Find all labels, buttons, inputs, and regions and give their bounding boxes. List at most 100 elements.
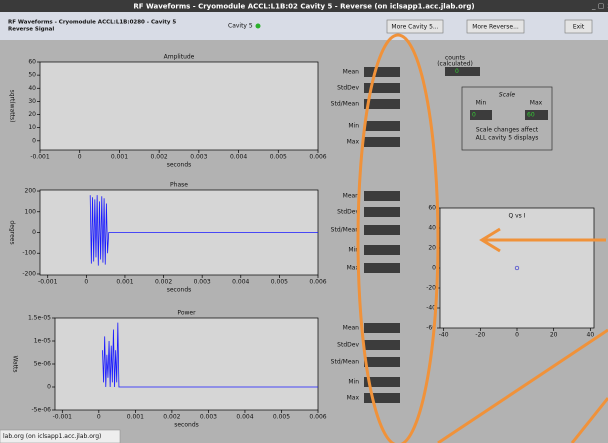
stat-box [364, 207, 400, 217]
y-tick-label: 30 [28, 98, 36, 105]
header-title: RF Waveforms - Cryomodule ACCL:L1B:0280 … [8, 20, 176, 26]
y-tick-label: 40 [428, 225, 436, 232]
counts-label: (calculated) [437, 61, 473, 68]
y-tick-label: 1.5e-05 [28, 315, 51, 322]
x-tick-label: 0.006 [309, 414, 326, 421]
window-controls[interactable]: _ ▢ × [591, 2, 608, 10]
cavity-label: Cavity 5 [228, 23, 253, 30]
x-tick-label: -0.001 [30, 154, 50, 161]
stat-box [364, 393, 400, 403]
scale-note: Scale changes affect [476, 127, 539, 134]
x-tick-label: 40 [587, 332, 595, 339]
stat-box [364, 121, 400, 131]
y-tick-label: -200 [22, 270, 36, 277]
x-tick-label: 0.001 [111, 154, 128, 161]
y-tick-label: 200 [25, 188, 37, 195]
x-tick-label: 0.004 [236, 414, 253, 421]
x-axis-label: seconds [174, 422, 199, 429]
plot-title: Q vs I [509, 213, 526, 220]
x-tick-label: 0 [515, 332, 519, 339]
y-tick-label: 0 [432, 265, 436, 272]
stat-label: Max [347, 395, 360, 402]
plot-area [440, 208, 594, 328]
button[interactable]: Exit [565, 20, 592, 33]
stat-box [364, 245, 400, 255]
plot-area [40, 62, 318, 150]
plot-title: Phase [170, 182, 188, 189]
counts-box [445, 67, 480, 76]
y-tick-label: 40 [28, 85, 36, 92]
stat-label: Mean [343, 69, 360, 76]
stat-box [364, 340, 400, 350]
stat-label: Mean [343, 193, 360, 200]
stat-label: Mean [343, 325, 360, 332]
scale-max-label: Max [530, 100, 543, 107]
window-title: RF Waveforms - Cryomodule ACCL:L1B:02 Ca… [133, 3, 474, 11]
scale-note: ALL cavity 5 displays [476, 135, 539, 142]
x-tick-label: 0 [97, 414, 101, 421]
stat-label: Max [347, 139, 360, 146]
stat-label: Std/Mean [331, 227, 360, 234]
x-tick-label: -0.001 [38, 279, 58, 286]
x-tick-label: -20 [475, 332, 485, 339]
x-tick-label: 0.005 [270, 154, 287, 161]
y-tick-label: 50 [28, 72, 36, 79]
plot-title: Power [177, 310, 196, 317]
stat-label: Min [348, 123, 359, 130]
status-text: lab.org (on iclsapp1.acc.jlab.org) [3, 433, 101, 440]
x-axis-label: seconds [167, 162, 192, 169]
x-tick-label: 0.003 [190, 154, 207, 161]
stat-label: Min [348, 379, 359, 386]
stat-box [364, 357, 400, 367]
scale-min-value[interactable]: 0 [472, 112, 476, 119]
x-tick-label: 0.002 [163, 414, 180, 421]
button-label[interactable]: More Cavity 5... [391, 24, 438, 31]
x-tick-label: 0.005 [273, 414, 290, 421]
stat-box [364, 191, 400, 201]
stat-box [364, 323, 400, 333]
x-tick-label: 0.006 [309, 279, 326, 286]
x-tick-label: 0 [78, 154, 82, 161]
plot-title: Amplitude [164, 54, 195, 61]
stat-label: StdDev [337, 85, 359, 92]
stat-label: Std/Mean [331, 101, 360, 108]
x-tick-label: 0.001 [116, 279, 133, 286]
y-axis-label: sqrt(watts) [9, 90, 16, 123]
y-tick-label: 60 [428, 205, 436, 212]
plot-area [55, 318, 318, 410]
x-tick-label: 0 [84, 279, 88, 286]
stat-box [364, 137, 400, 147]
y-tick-label: 0 [47, 384, 51, 391]
y-tick-label: 1e-05 [34, 338, 51, 345]
scale-title: Scale [499, 92, 515, 99]
y-axis-label: degrees [9, 220, 16, 244]
button[interactable]: More Reverse... [467, 20, 524, 33]
stat-box [364, 263, 400, 273]
button-label[interactable]: Exit [573, 24, 585, 31]
x-axis-label: seconds [167, 287, 192, 294]
x-tick-label: -40 [439, 332, 449, 339]
button-label[interactable]: More Reverse... [472, 24, 519, 31]
button[interactable]: More Cavity 5... [387, 20, 443, 33]
scale-max-value[interactable]: 60 [527, 112, 535, 119]
counts-value: 0 [455, 68, 459, 75]
x-tick-label: -0.001 [53, 414, 73, 421]
y-tick-label: 5e-06 [34, 361, 51, 368]
x-tick-label: 0.005 [271, 279, 288, 286]
x-tick-label: 0.004 [230, 154, 247, 161]
y-tick-label: -20 [426, 285, 436, 292]
stat-label: StdDev [337, 209, 359, 216]
stat-label: Std/Mean [331, 359, 360, 366]
y-tick-label: 60 [28, 59, 36, 66]
y-axis-label: Watts [12, 355, 19, 372]
stat-label: StdDev [337, 342, 359, 349]
x-tick-label: 0.004 [232, 279, 249, 286]
scale-min-label: Min [476, 100, 487, 107]
x-tick-label: 20 [550, 332, 558, 339]
x-tick-label: 0.003 [200, 414, 217, 421]
y-tick-label: 0 [32, 229, 36, 236]
x-tick-label: 0.003 [194, 279, 211, 286]
y-tick-label: 100 [25, 208, 37, 215]
header-subtitle: Reverse Signal [8, 27, 54, 33]
stat-box [364, 67, 400, 77]
